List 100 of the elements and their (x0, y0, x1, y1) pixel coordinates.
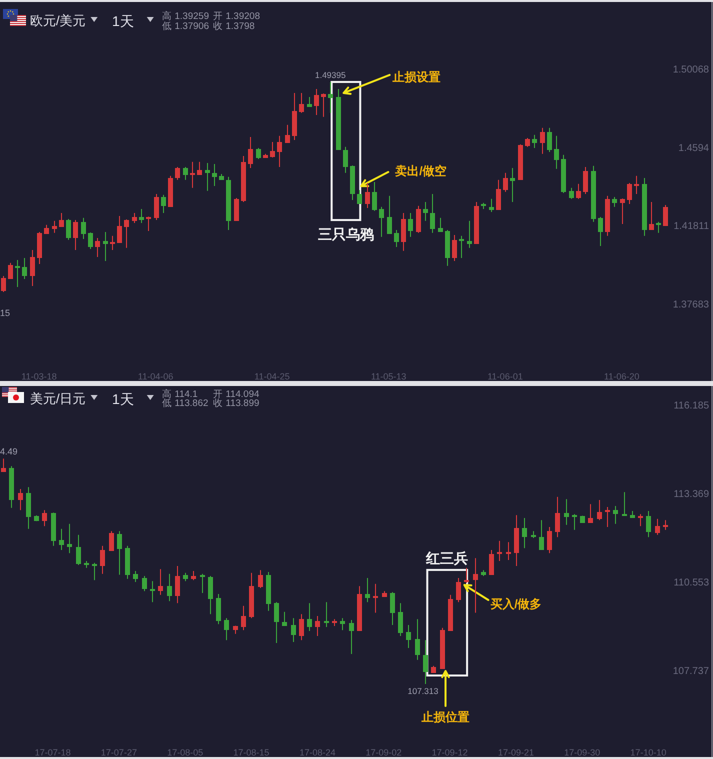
candlestick (51, 512, 56, 546)
candlestick (100, 545, 105, 574)
candlestick (379, 206, 384, 238)
candlestick (464, 567, 469, 584)
annotation: 高 1.39259 (162, 10, 209, 22)
candlestick (510, 167, 515, 202)
candlestick (233, 625, 238, 634)
candlestick (125, 545, 130, 580)
candlestick (531, 530, 536, 539)
candlestick (365, 182, 370, 209)
candlestick (124, 218, 129, 248)
candlestick (496, 179, 501, 210)
x-tick-label: 11-06-20 (604, 371, 640, 382)
candlestick (459, 235, 464, 258)
candlestick (299, 92, 304, 114)
candlestick (336, 88, 341, 150)
candlestick (401, 212, 406, 252)
candlestick (438, 217, 443, 232)
x-tick-label: 11-03-18 (21, 371, 57, 382)
candlestick (642, 178, 647, 236)
candlestick (467, 220, 472, 248)
annotation: 4.49 (0, 446, 18, 457)
candlestick (474, 201, 479, 244)
candlestick (142, 576, 147, 592)
candlestick (256, 148, 261, 160)
candlestick (497, 540, 502, 562)
candlestick (448, 594, 453, 632)
candlestick (547, 127, 552, 153)
candlestick (216, 593, 221, 625)
candlestick (576, 183, 581, 200)
candlestick (263, 153, 268, 158)
candlestick (132, 212, 137, 224)
annotation: 卖出/做空 (395, 164, 447, 178)
annotation: 107.313 (408, 686, 439, 696)
annotation: 高 114.1 (162, 388, 198, 400)
y-tick-label: 107.737 (672, 666, 710, 677)
candlestick (408, 212, 413, 238)
candlestick (299, 614, 304, 641)
candlestick (445, 230, 450, 266)
candlestick (663, 520, 668, 530)
x-tick-label: 17-08-15 (233, 747, 270, 758)
candlestick (638, 514, 643, 527)
candlestick (430, 193, 435, 234)
candlestick (522, 517, 527, 549)
candlestick (150, 580, 155, 603)
candlestick (349, 620, 354, 654)
candlestick (514, 514, 519, 567)
candlestick (382, 590, 387, 597)
candlestick (357, 586, 362, 632)
candlestick (539, 520, 544, 550)
candlestick (59, 528, 64, 550)
candlestick (258, 570, 263, 588)
candlestick (205, 162, 210, 192)
candlestick (208, 576, 213, 615)
candlestick (274, 602, 279, 644)
candlestick (423, 201, 428, 222)
annotation: 红三兵 (425, 550, 468, 566)
candlestick (564, 498, 569, 526)
candlestick (572, 514, 577, 530)
candlestick (321, 93, 326, 118)
annotation: 低 113.862 (162, 398, 208, 409)
candlestick (440, 627, 445, 670)
candlestick (282, 611, 287, 627)
candlestick (357, 189, 362, 205)
candlestick (503, 172, 508, 192)
candlestick (154, 193, 159, 220)
candlestick (630, 510, 635, 518)
candlestick (139, 208, 144, 224)
candlestick (489, 549, 494, 575)
x-tick-label: 11-06-01 (487, 371, 523, 382)
candlestick (350, 164, 355, 201)
candlestick (183, 166, 188, 180)
candlestick (627, 182, 632, 205)
candlestick (1, 275, 6, 292)
candlestick (398, 602, 403, 637)
candlestick (219, 174, 224, 180)
candlestick (76, 534, 81, 566)
candlestick (42, 510, 47, 527)
candlestick (117, 215, 122, 243)
candlestick (561, 154, 566, 194)
candlestick (66, 218, 71, 240)
annotation: 收 1.3798 (213, 21, 255, 32)
candlestick (133, 570, 138, 583)
candlestick (373, 583, 378, 614)
chart-title: 美元/日元 (30, 391, 86, 406)
y-tick-label: 1.4594 (678, 142, 710, 154)
candlestick (387, 195, 392, 235)
candlestick (277, 135, 282, 168)
candlestick (613, 506, 618, 524)
x-tick-label: 11-05-13 (370, 371, 406, 382)
candlestick (291, 618, 296, 643)
candlestick (37, 231, 42, 265)
x-tick-label: 17-07-27 (100, 747, 137, 758)
candlestick (52, 220, 57, 234)
x-tick-label: 17-08-05 (167, 747, 204, 758)
candlestick (620, 198, 625, 224)
text: 1天 (112, 13, 134, 29)
annotation: 开 1.39208 (213, 11, 260, 22)
candlestick (343, 146, 348, 174)
x-tick-label: 17-07-18 (34, 747, 71, 758)
